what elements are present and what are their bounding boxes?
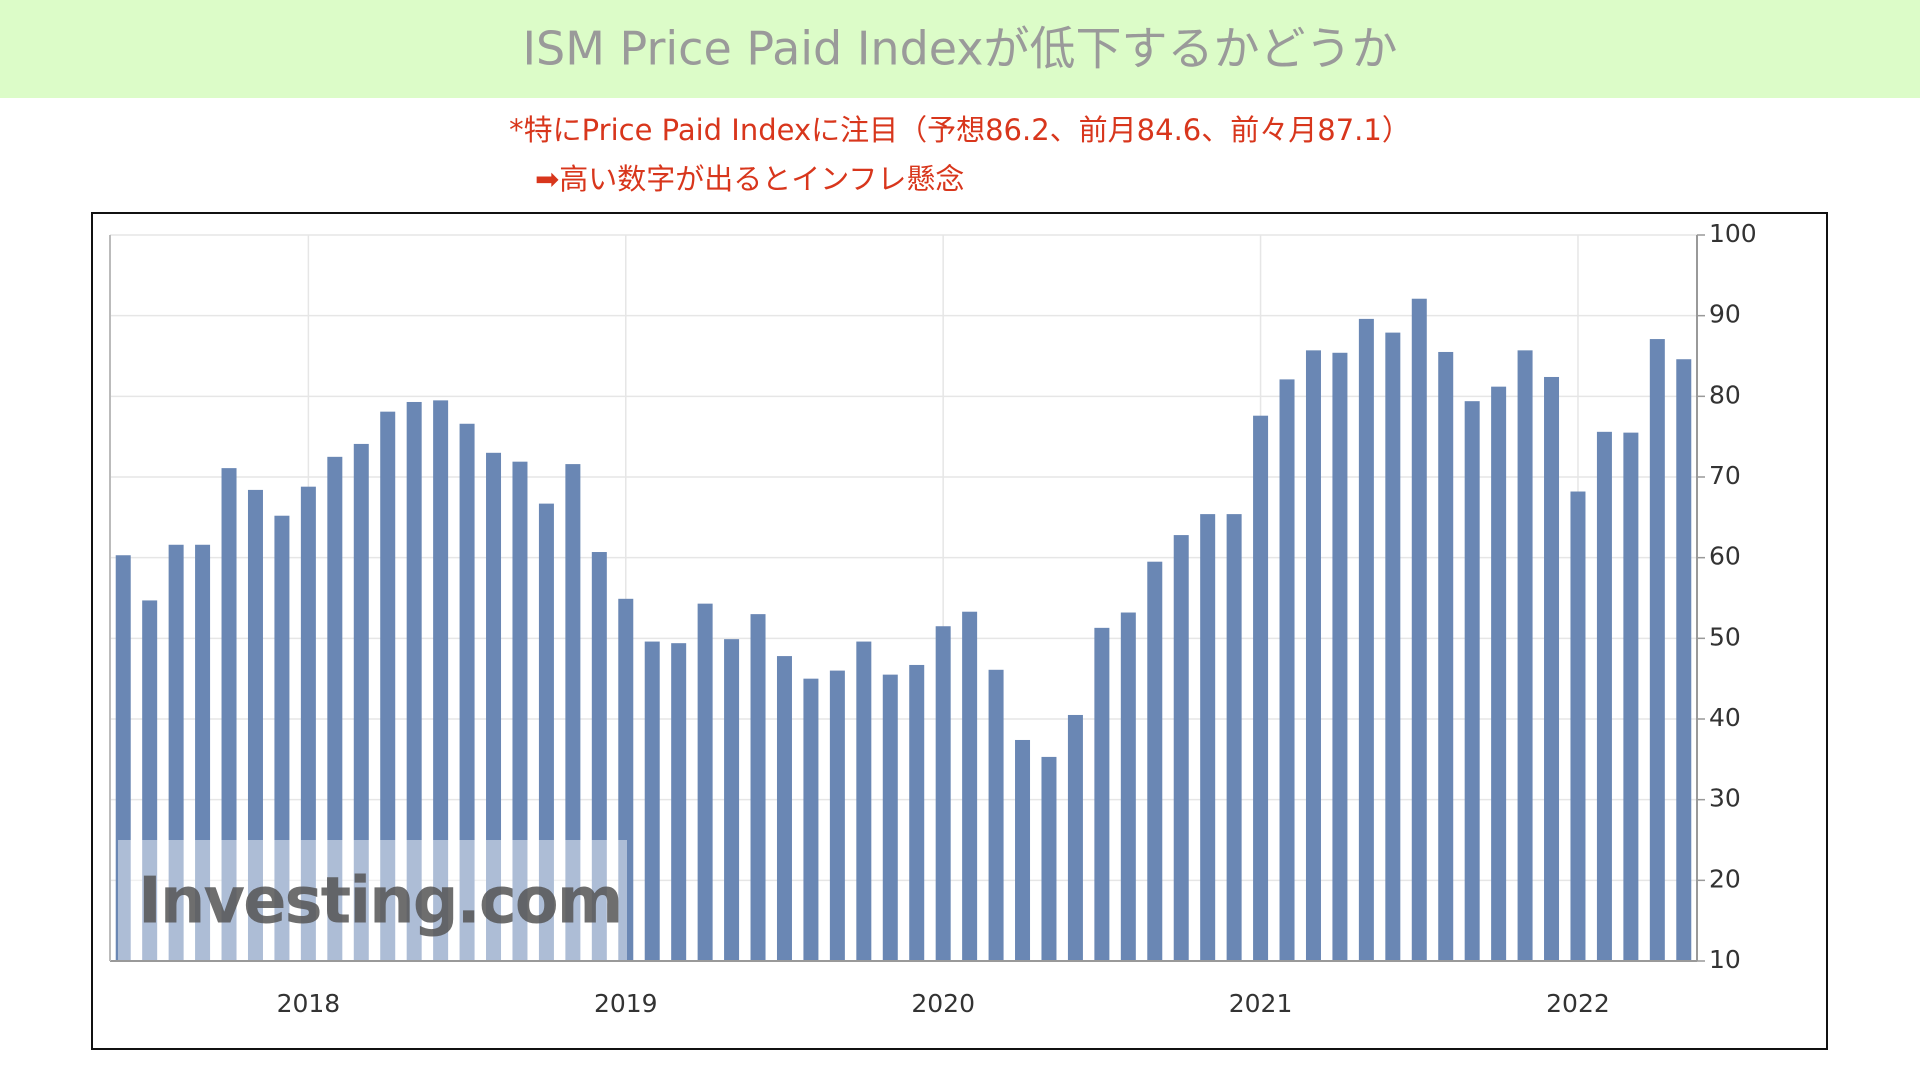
bar (803, 678, 819, 961)
y-tick-label: 80 (1709, 380, 1741, 409)
bar (1173, 535, 1189, 961)
y-tick-label: 100 (1709, 219, 1757, 248)
bar (591, 552, 607, 961)
bar (882, 674, 898, 961)
bar (1200, 514, 1216, 961)
bar (486, 452, 502, 961)
bar (1279, 379, 1295, 962)
bar (697, 603, 713, 961)
y-tick-label: 40 (1709, 703, 1741, 732)
bar (962, 611, 978, 961)
bar (1596, 431, 1612, 961)
x-tick-label: 2021 (1229, 989, 1293, 1018)
bar (1676, 359, 1692, 961)
bar (168, 544, 184, 961)
y-tick-label: 10 (1709, 945, 1741, 974)
bar (380, 411, 396, 961)
header-band (0, 0, 1920, 98)
bar (1570, 491, 1586, 961)
bar (988, 669, 1004, 961)
bar (909, 664, 925, 961)
bar (1332, 352, 1348, 962)
bar (1411, 298, 1427, 961)
bar (935, 626, 951, 961)
bar (1147, 561, 1163, 961)
bar (512, 461, 528, 961)
bar (671, 643, 687, 961)
bar (1067, 714, 1083, 961)
bar (274, 515, 290, 961)
bar (538, 503, 554, 961)
x-tick-label: 2022 (1546, 989, 1610, 1018)
y-tick-label: 30 (1709, 784, 1741, 813)
bar (142, 600, 158, 961)
y-tick-label: 50 (1709, 622, 1741, 651)
watermark: Investing.com (138, 865, 621, 939)
y-tick-label: 90 (1709, 300, 1741, 329)
note: *特にPrice Paid Indexに注目（予想86.2、前月84.6、前々月… (509, 113, 1411, 147)
bar (1517, 350, 1533, 961)
bar (247, 489, 263, 961)
bar (565, 464, 581, 961)
bar (1623, 432, 1639, 962)
bar (1226, 514, 1242, 961)
bar (300, 486, 316, 961)
watermark-overlay (118, 840, 627, 960)
bar (1015, 739, 1031, 961)
bar (856, 641, 872, 961)
bar (1464, 401, 1480, 961)
bar (724, 639, 740, 961)
bar (1094, 627, 1110, 961)
bar (433, 400, 449, 961)
x-tick-label: 2018 (277, 989, 341, 1018)
bar (1491, 386, 1507, 961)
bar (750, 614, 766, 961)
bar (459, 423, 475, 961)
x-tick-label: 2019 (594, 989, 658, 1018)
note: ➡高い数字が出るとインフレ懸念 (535, 162, 964, 196)
y-tick-label: 20 (1709, 864, 1741, 893)
bar (1544, 376, 1560, 961)
bar (353, 443, 369, 962)
bar (1305, 350, 1321, 961)
bar (195, 544, 211, 961)
bar (1041, 756, 1057, 961)
title: ISM Price Paid Indexが低下するかどうか (522, 22, 1397, 76)
bar (1385, 332, 1401, 961)
bar (618, 598, 634, 961)
bar (1358, 318, 1374, 962)
bar (1649, 339, 1665, 961)
bar (221, 468, 237, 961)
bar (1438, 351, 1454, 961)
bar (115, 555, 131, 961)
bar (644, 641, 660, 961)
y-tick-label: 60 (1709, 542, 1741, 571)
bar (1120, 612, 1136, 961)
bar (776, 656, 792, 961)
x-tick-label: 2020 (911, 989, 975, 1018)
bar (829, 670, 845, 961)
bar (327, 456, 343, 961)
bar (406, 401, 422, 962)
y-tick-label: 70 (1709, 461, 1741, 490)
bar (1253, 415, 1269, 961)
